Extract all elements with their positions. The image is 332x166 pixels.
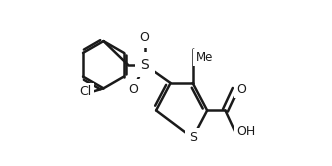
Text: Me: Me [196, 51, 213, 64]
Text: O: O [236, 83, 246, 96]
Text: O: O [128, 83, 138, 96]
Text: O: O [140, 31, 150, 44]
Text: S: S [189, 131, 197, 144]
Text: OH: OH [236, 125, 255, 138]
Text: Cl: Cl [79, 85, 91, 98]
Text: S: S [140, 58, 149, 72]
